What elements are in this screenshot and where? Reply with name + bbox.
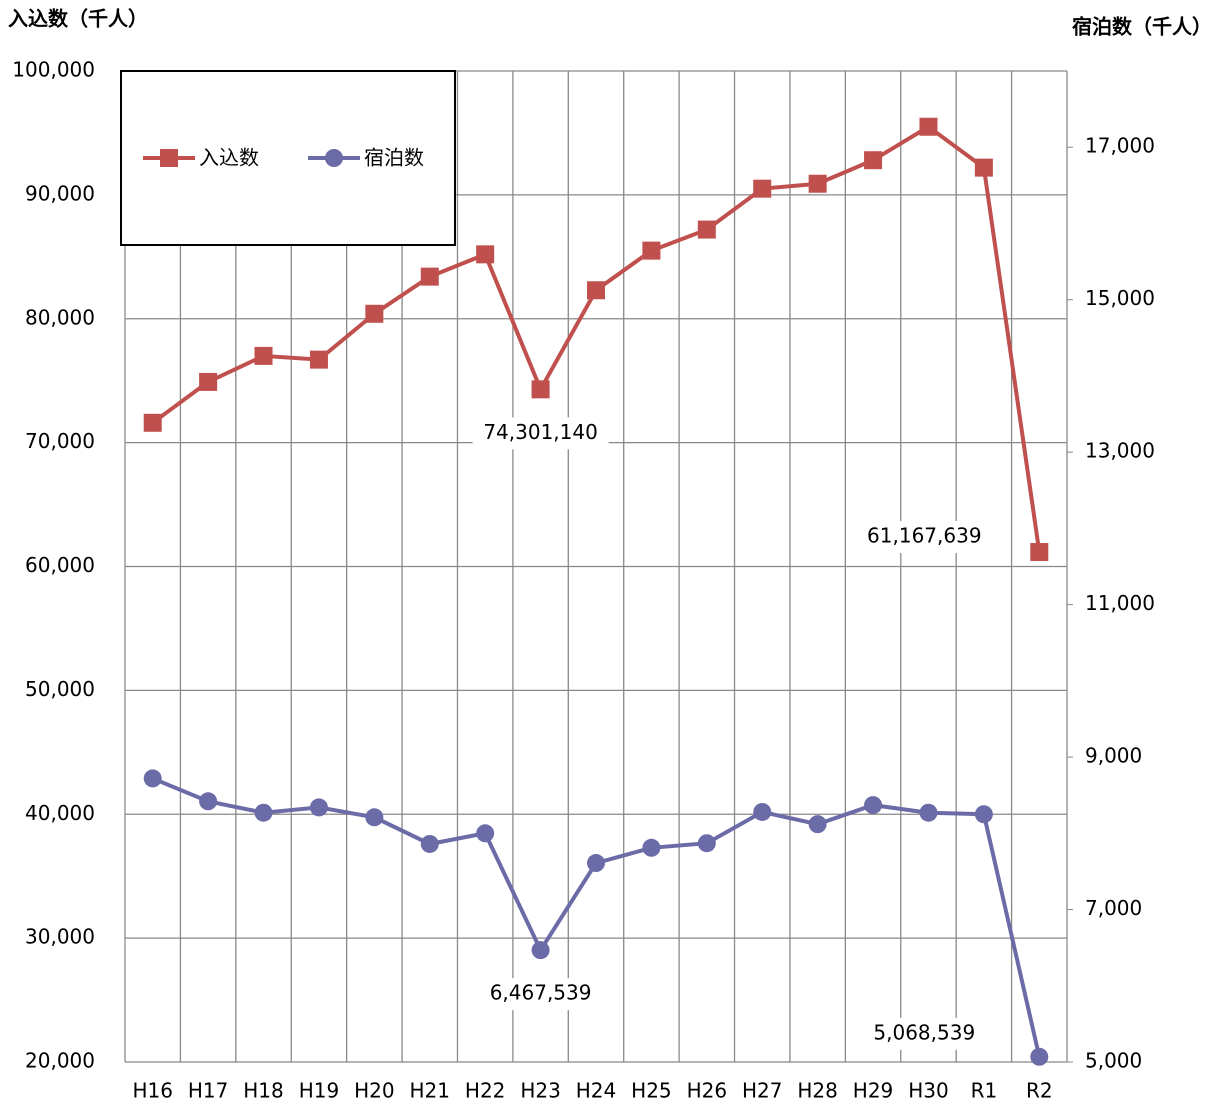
data-point	[864, 151, 883, 170]
data-label-bg	[472, 417, 609, 450]
data-point	[808, 174, 827, 193]
data-point	[864, 796, 883, 815]
y-tick-label: 100,000	[12, 58, 95, 82]
data-label: 74,301,140	[483, 420, 598, 444]
y-tick-label: 40,000	[25, 801, 95, 825]
data-point	[254, 346, 273, 365]
x-tick-label: H28	[797, 1079, 838, 1103]
data-point	[1030, 1047, 1049, 1066]
legend: 入込数 宿泊数	[120, 70, 456, 246]
data-point	[587, 854, 605, 873]
y2-tick-label: 15,000	[1085, 286, 1155, 310]
data-point	[587, 281, 605, 300]
x-tick-label: R1	[971, 1079, 998, 1103]
data-point	[531, 941, 550, 960]
series-line	[151, 776, 1042, 1058]
x-tick-label: H20	[354, 1079, 395, 1103]
data-point	[974, 805, 993, 824]
data-point	[365, 808, 384, 827]
y-tick-label: 70,000	[25, 429, 95, 453]
data-point	[199, 372, 218, 391]
data-point	[642, 838, 661, 857]
x-tick-label: H19	[299, 1079, 340, 1103]
x-tick-label: H18	[243, 1079, 284, 1103]
data-point	[753, 179, 772, 198]
y-tick-label: 60,000	[25, 553, 95, 577]
data-point	[309, 350, 328, 369]
data-point	[420, 267, 439, 286]
x-tick-label: H17	[188, 1079, 229, 1103]
y-tick-label: 30,000	[25, 925, 95, 949]
data-label: 5,068,539	[873, 1020, 975, 1044]
x-tick-label: H24	[576, 1079, 617, 1103]
data-point	[697, 834, 716, 853]
y2-tick-label: 9,000	[1085, 744, 1142, 768]
data-point	[753, 802, 772, 821]
legend-marker	[160, 149, 178, 167]
data-label: 61,167,639	[867, 524, 982, 548]
data-label: 6,467,539	[490, 981, 592, 1005]
data-point	[365, 304, 384, 323]
y2-tick-label: 11,000	[1085, 591, 1155, 615]
x-tick-label: R2	[1026, 1079, 1053, 1103]
x-tick-label: H27	[742, 1079, 783, 1103]
y-tick-label: 80,000	[25, 305, 95, 329]
x-tick-label: H25	[631, 1079, 672, 1103]
x-tick-label: H21	[410, 1079, 451, 1103]
data-point	[420, 834, 439, 853]
data-label-bg	[856, 1017, 993, 1050]
y-tick-label: 50,000	[25, 677, 95, 701]
x-tick-label: H22	[465, 1079, 506, 1103]
x-tick-label: H26	[687, 1079, 728, 1103]
y2-axis-label: 宿泊数（千人）	[1072, 15, 1212, 39]
legend-label: 宿泊数	[364, 146, 424, 170]
data-point	[919, 803, 938, 822]
data-label-bg	[856, 521, 993, 554]
data-point	[974, 158, 993, 177]
data-point	[309, 798, 328, 817]
data-point	[919, 117, 938, 136]
data-point	[697, 220, 716, 239]
data-point	[143, 769, 162, 788]
y2-tick-label: 7,000	[1085, 896, 1142, 920]
data-point	[642, 241, 661, 260]
x-tick-label: H30	[908, 1079, 949, 1103]
y-tick-label: 90,000	[25, 181, 95, 205]
y2-tick-label: 5,000	[1085, 1049, 1142, 1073]
data-point	[143, 413, 162, 432]
data-label-bg	[472, 978, 609, 1011]
data-point	[808, 815, 827, 834]
y2-tick-label: 17,000	[1085, 134, 1155, 158]
data-point	[1030, 543, 1049, 562]
y2-tick-label: 13,000	[1085, 439, 1155, 463]
legend-label: 入込数	[199, 146, 259, 170]
data-point	[199, 792, 218, 811]
data-point	[476, 824, 495, 843]
legend-marker	[325, 149, 343, 167]
y-tick-label: 20,000	[25, 1049, 95, 1073]
x-tick-label: H23	[520, 1079, 561, 1103]
data-point	[531, 380, 550, 399]
x-tick-label: H29	[853, 1079, 894, 1103]
x-tick-label: H16	[132, 1079, 173, 1103]
data-point	[254, 803, 273, 822]
y-axis-label: 入込数（千人）	[8, 7, 148, 31]
data-point	[476, 245, 495, 264]
